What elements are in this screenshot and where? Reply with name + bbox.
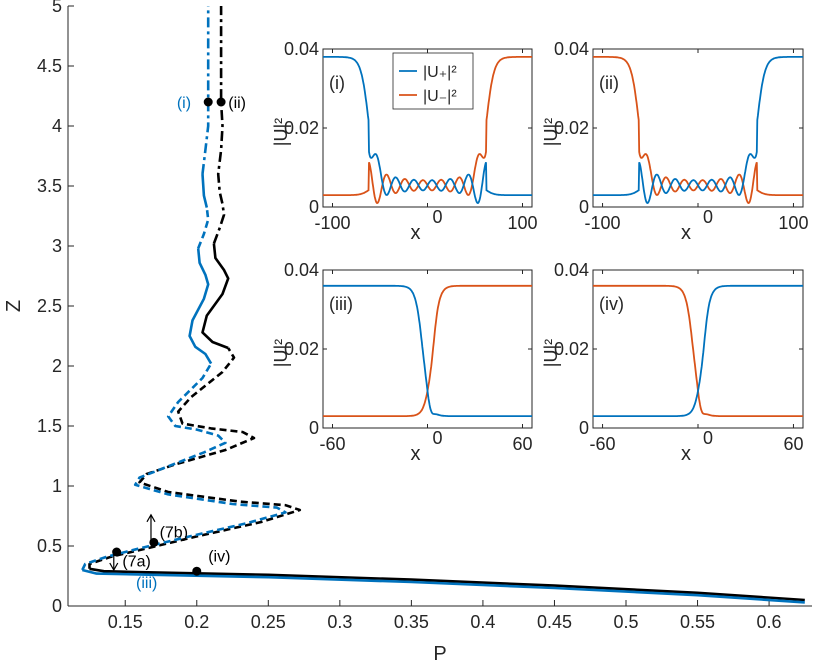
inset-frame (592, 269, 804, 429)
annotation-label: (7b) (160, 525, 188, 542)
u-plus-curve (593, 56, 803, 204)
inset-x-tick-label: -100 (585, 213, 621, 233)
main-plot: 0.15 0.2 0.25 0.3 0.35 0.4 0.45 0.5 0.55 0.6 0 0.5 1… (3, 0, 812, 665)
inset-x-axis-label: x (681, 443, 691, 465)
inset-x-tick-label: 100 (507, 213, 537, 233)
y-tick-label: 4 (52, 116, 62, 136)
u-plus-curve (323, 56, 532, 204)
y-tick-label: 3 (52, 236, 62, 256)
y-tick-label: 0 (52, 596, 62, 616)
inset-y-tick-label: 0.04 (554, 39, 589, 59)
x-tick-label: 0.55 (680, 612, 715, 632)
inset-y-axis-label: |U|² (541, 118, 561, 146)
y-tick-label: 5 (52, 0, 62, 16)
x-tick-label: 0.25 (251, 612, 286, 632)
annotation-label: (iii) (136, 575, 157, 592)
series-line-black (88, 347, 302, 569)
inset-panel-label: (ii) (599, 73, 619, 93)
marker-point (203, 97, 213, 107)
annotation-label: (7a) (122, 553, 150, 570)
marker-point (149, 537, 159, 547)
marker-point (112, 547, 122, 557)
legend-label: |U₋|² (423, 88, 457, 105)
legend-box (392, 52, 474, 110)
x-tick-label: 0.45 (537, 612, 572, 632)
y-tick-label: 2 (52, 356, 62, 376)
x-tick-label: 0.5 (613, 612, 638, 632)
series-line-blue (196, 207, 210, 249)
y-tick-label: 2.5 (37, 296, 62, 316)
x-tick-label: 0.3 (327, 612, 352, 632)
inset-panel-label: (i) (329, 73, 345, 93)
inset-x-tick-label: -60 (590, 434, 616, 454)
inset-frame (322, 269, 533, 429)
annotation-label: (iv) (208, 549, 230, 566)
inset-x-axis-label: x (411, 222, 421, 244)
series-line-blue (81, 362, 287, 571)
inset-frame (592, 48, 804, 208)
u-plus-curve (323, 284, 532, 417)
marker-point (192, 566, 202, 576)
inset-x-tick-label: 0 (703, 428, 713, 448)
inset-x-tick-label: 0 (703, 207, 713, 227)
inset-y-tick-label: 0 (309, 197, 319, 217)
y-tick-label: 3.5 (37, 176, 62, 196)
y-tick-label: 0.5 (37, 536, 62, 556)
series-line-blue (81, 568, 805, 604)
inset-x-tick-label: -60 (319, 434, 345, 454)
inset-x-tick-label: -100 (314, 213, 350, 233)
u-plus-curve (593, 284, 803, 417)
inset-y-axis-label: |U|² (541, 339, 561, 367)
legend-label: |U₊|² (423, 64, 457, 81)
marker-point (216, 97, 226, 107)
inset-y-tick-label: 0.02 (284, 339, 319, 359)
inset-y-tick-label: 0 (579, 197, 589, 217)
inset-x-tick-label: 60 (783, 434, 803, 454)
x-tick-label: 0.4 (470, 612, 495, 632)
x-axis-label: P (433, 643, 446, 665)
y-tick-label: 1.5 (37, 416, 62, 436)
inset-y-tick-label: 0.04 (554, 260, 589, 280)
inset-y-tick-label: 0 (309, 418, 319, 438)
x-tick-label: 0.35 (394, 612, 429, 632)
inset-y-axis-label: |U|² (271, 118, 291, 146)
series-line-black (212, 6, 226, 245)
inset-x-tick-label: 60 (512, 434, 532, 454)
inset-y-tick-label: 0.04 (284, 39, 319, 59)
arrow-7b-head (146, 513, 156, 523)
inset-x-tick-label: 0 (432, 207, 442, 227)
series-line-black (201, 243, 230, 350)
series-line-blue (201, 6, 210, 175)
x-tick-label: 0.6 (757, 612, 782, 632)
inset-x-tick-label: 100 (778, 213, 808, 233)
inset-y-tick-label: 0.04 (284, 260, 319, 280)
inset-y-axis-label: |U|² (271, 339, 291, 367)
y-tick-label: 1 (52, 476, 62, 496)
y-tick-label: 4.5 (37, 56, 62, 76)
arrow-7a-head (109, 562, 119, 572)
series-line-blue (201, 173, 209, 208)
inset-panel-label: (iii) (329, 294, 353, 314)
x-tick-label: 0.2 (184, 612, 209, 632)
inset-y-tick-label: 0.02 (284, 118, 319, 138)
annotation-label: (ii) (228, 95, 246, 112)
series-line-black (89, 567, 805, 602)
y-axis-label: Z (3, 300, 25, 312)
inset-y-tick-label: 0.02 (554, 339, 589, 359)
inset-panel-label: (iv) (599, 294, 624, 314)
inset-x-axis-label: x (681, 222, 691, 244)
inset-y-tick-label: 0 (579, 418, 589, 438)
series-line-blue (188, 248, 213, 365)
inset-y-tick-label: 0.02 (554, 118, 589, 138)
x-tick-label: 0.15 (108, 612, 143, 632)
inset-x-tick-label: 0 (432, 428, 442, 448)
inset-x-axis-label: x (411, 443, 421, 465)
annotation-label: (i) (177, 95, 191, 112)
